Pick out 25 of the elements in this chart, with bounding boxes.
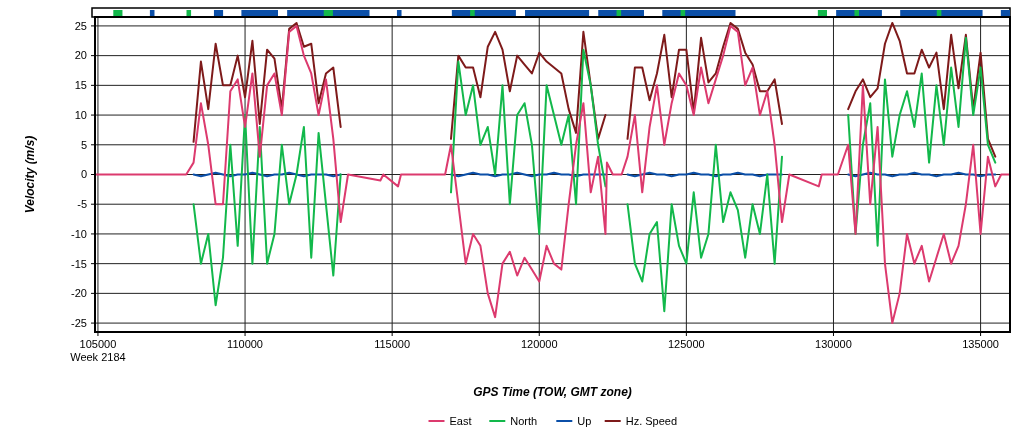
y-tick-label: 15 <box>74 79 87 92</box>
legend-label: East <box>449 414 472 427</box>
x-tick-label: 105000 Week 2184 <box>70 338 126 363</box>
y-tick-label: -5 <box>77 198 87 211</box>
x-tick-label: 130000 <box>815 338 852 350</box>
y-tick-label: -25 <box>71 316 87 329</box>
x-tick-label: 120000 <box>520 338 558 350</box>
y-tick-label: 0 <box>80 168 87 181</box>
y-tick-label: -20 <box>71 287 87 300</box>
y-tick-label: 25 <box>74 19 87 32</box>
x-tick-label: 110000 <box>227 338 263 350</box>
legend-label: Hz. Speed <box>625 414 678 427</box>
x-tick-label: 125000 <box>668 338 705 350</box>
x-axis-title: GPS Time (TOW, GMT zone) <box>473 385 632 399</box>
y-tick-label: 10 <box>74 108 87 121</box>
y-tick-label: -15 <box>71 257 87 270</box>
x-tick-label: 135000 <box>962 338 999 350</box>
y-tick-label: 20 <box>74 49 87 62</box>
y-axis-title: Velocity (m/s) <box>23 135 37 214</box>
line-series <box>94 24 1011 325</box>
x-tick-label: 115000 <box>374 338 411 350</box>
legend-label: North <box>510 414 538 427</box>
legend-label: Up <box>577 414 592 427</box>
y-tick-label: -10 <box>71 227 87 240</box>
y-tick-label: 5 <box>80 138 87 151</box>
